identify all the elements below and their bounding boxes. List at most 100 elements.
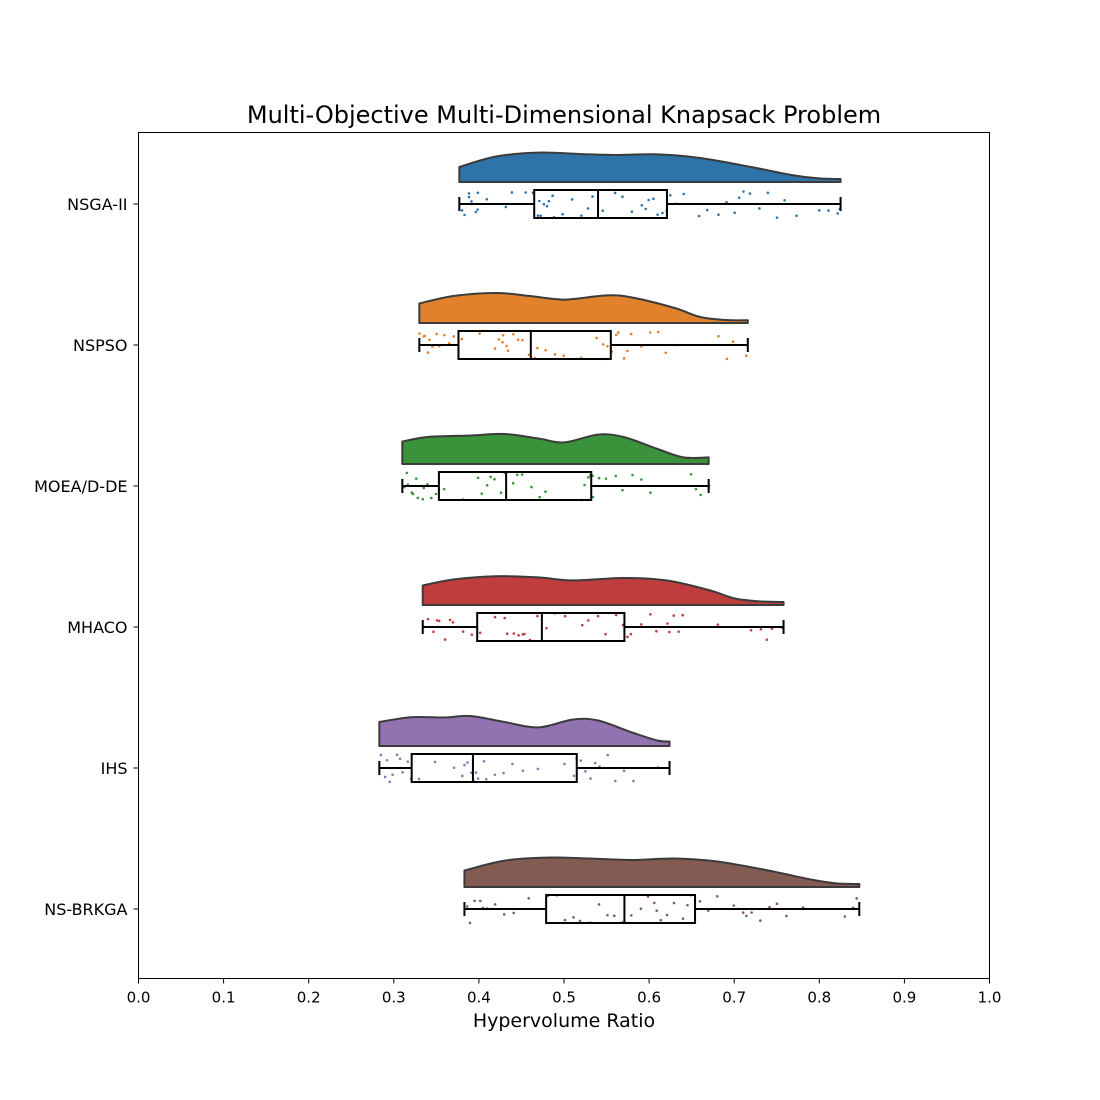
data-point (616, 331, 620, 334)
data-point (681, 613, 684, 617)
data-point (737, 196, 741, 199)
data-point (470, 633, 474, 636)
data-point (622, 357, 626, 360)
data-point (501, 340, 504, 344)
data-point (745, 914, 748, 918)
data-point (414, 477, 418, 480)
data-point (563, 762, 566, 766)
data-point (655, 909, 658, 912)
data-point (476, 777, 480, 780)
data-point (632, 779, 635, 783)
data-point (656, 330, 660, 334)
series-ns-brkga (463, 856, 861, 925)
data-point (536, 614, 539, 618)
data-point (659, 918, 663, 922)
density-cloud (463, 856, 861, 888)
data-point (621, 195, 624, 198)
data-point (502, 913, 506, 916)
data-point (578, 919, 582, 923)
data-point (855, 897, 858, 900)
data-point (648, 331, 652, 334)
data-point (435, 332, 439, 336)
data-point (547, 199, 551, 203)
x-tick-label: 0.9 (892, 989, 916, 1007)
data-point (503, 616, 507, 620)
data-point (697, 214, 701, 218)
data-point (597, 476, 601, 480)
data-point (686, 903, 689, 907)
data-point (433, 760, 437, 764)
data-point (520, 473, 524, 476)
x-axis: 0.0 0.1 0.2 0.3 0.4 0.5 0.6 0.7 0.8 0.9 1.0 (127, 978, 1001, 1007)
density-cloud (458, 151, 842, 183)
data-point (698, 900, 702, 903)
data-point (593, 761, 597, 765)
data-point (732, 904, 736, 907)
data-point (672, 901, 676, 905)
series-nsga-ii (458, 151, 842, 219)
data-point (725, 357, 729, 361)
data-point (579, 759, 583, 762)
data-point (497, 338, 501, 341)
data-point (511, 482, 515, 485)
data-point (604, 632, 607, 636)
data-point (745, 354, 748, 357)
data-point (527, 897, 531, 900)
x-axis-label: Hypervolume Ratio (473, 1010, 655, 1032)
data-point (626, 635, 629, 639)
data-point (530, 485, 533, 489)
data-point (827, 209, 830, 212)
data-point (705, 208, 709, 212)
data-point (515, 473, 519, 477)
data-point (672, 614, 676, 617)
data-point (502, 771, 505, 775)
data-point (499, 491, 503, 494)
data-point (493, 773, 497, 777)
data-point (785, 914, 788, 918)
data-point (521, 338, 524, 342)
data-point (741, 911, 745, 914)
y-tick-label: NSPSO (73, 336, 128, 355)
data-point (463, 213, 466, 217)
data-point (639, 907, 643, 911)
data-point (451, 620, 455, 624)
data-point (731, 340, 735, 344)
data-point (742, 190, 745, 193)
x-tick-label: 0.4 (467, 989, 491, 1007)
data-point (426, 351, 430, 354)
data-point (665, 913, 669, 917)
y-tick-label: IHS (101, 759, 128, 778)
data-point (570, 198, 574, 201)
data-point (452, 766, 456, 770)
data-point (434, 492, 438, 496)
data-point (595, 336, 598, 340)
data-point (476, 208, 479, 211)
data-point (783, 198, 786, 202)
iqr-box (533, 189, 668, 219)
data-point (614, 333, 618, 337)
data-point (694, 487, 698, 491)
data-point (512, 332, 515, 336)
data-point (536, 214, 540, 217)
data-point (553, 353, 557, 356)
data-point (473, 899, 476, 903)
data-point (516, 338, 520, 341)
data-point (748, 192, 752, 195)
data-point (606, 913, 609, 917)
data-point (630, 914, 633, 917)
data-point (668, 630, 671, 634)
data-point (818, 209, 821, 212)
data-point (417, 777, 421, 781)
data-point (647, 198, 650, 202)
data-point (536, 767, 540, 771)
data-point (631, 473, 634, 477)
data-point (666, 622, 669, 625)
data-point (629, 632, 633, 636)
data-point (606, 344, 609, 348)
x-tick-label: 0.5 (552, 989, 576, 1007)
data-point (563, 614, 567, 618)
data-point (538, 199, 541, 203)
data-point (422, 486, 426, 490)
data-point (545, 626, 548, 630)
data-point (655, 629, 658, 633)
